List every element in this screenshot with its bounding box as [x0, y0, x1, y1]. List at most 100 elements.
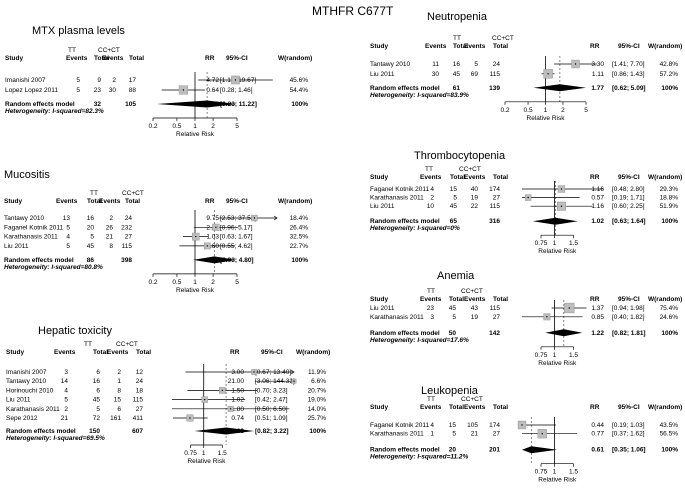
ci-arrow — [290, 369, 295, 375]
events-ccct: 22 — [471, 203, 479, 210]
study-weight: 26.4% — [290, 224, 309, 231]
study-point — [527, 196, 529, 199]
study-rr: 3.00 — [231, 369, 244, 376]
pooled-weight: 100% — [661, 218, 678, 225]
total-ccct: 27 — [493, 431, 501, 438]
pooled-ci: [0.82; 1.81] — [612, 330, 646, 337]
events-tt: 5 — [66, 243, 70, 250]
study-ci: [1.41; 7.70] — [612, 61, 645, 68]
col-header-study: Study — [370, 43, 388, 50]
pooled-diamond — [156, 100, 237, 108]
study-ci: [0.19; 1.71] — [612, 195, 645, 202]
total-tt: 23 — [94, 87, 102, 94]
study-weight: 18.4% — [290, 215, 309, 222]
study-name: Faganel Kotnik 2011 — [370, 186, 430, 193]
study-weight: 75.4% — [660, 305, 679, 312]
events-ccct: 8 — [109, 243, 113, 250]
study-name: Karathanasis 2011 — [6, 406, 60, 413]
total-ccct: 17 — [129, 77, 137, 84]
study-rr: 1.02 — [231, 397, 244, 404]
total-ccct: 115 — [490, 203, 501, 210]
x-tick-label: 1.5 — [569, 240, 578, 247]
study-rr: 1.50 — [231, 387, 244, 394]
col-header-total1: Total — [453, 43, 468, 50]
col-header-total2: Total — [493, 296, 508, 303]
study-weight: 29.3% — [660, 186, 679, 193]
total-tt: 45 — [453, 71, 461, 78]
col-header-total1: Total — [450, 174, 465, 181]
events-ccct: 21 — [106, 234, 114, 241]
events-ccct: 19 — [471, 195, 479, 202]
study-name: Liu 2011 — [4, 243, 29, 250]
study-name: Liu 2011 — [370, 305, 395, 312]
x-tick-label: 0.2 — [148, 279, 157, 286]
col-header-total2: Total — [129, 55, 144, 62]
events-tt: 4 — [430, 422, 434, 429]
panel-title: Mucositis — [4, 169, 50, 181]
study-weight: 25.7% — [308, 415, 327, 422]
study-ci: [0.50; 6.50] — [255, 406, 288, 413]
study-point — [215, 226, 217, 228]
events-tt: 2 — [430, 195, 434, 202]
study-rr: 21.00 — [228, 378, 245, 385]
events-ccct: 69 — [471, 71, 479, 78]
pooled-label: Random effects model — [4, 257, 74, 264]
events-ccct: 43 — [471, 305, 479, 312]
group2-label: CC+CT — [461, 288, 483, 295]
total-ccct: 174 — [489, 422, 500, 429]
events-ccct: 15 — [114, 397, 122, 404]
total-ccct: 12 — [136, 369, 144, 376]
study-weight: 20.7% — [308, 387, 327, 394]
pooled-weight: 100% — [661, 447, 678, 454]
study-point — [229, 408, 232, 410]
pooled-weight: 100% — [291, 101, 308, 108]
study-ci: [0.40; 1.82] — [612, 314, 645, 321]
col-header-study: Study — [370, 296, 388, 303]
study-point — [253, 371, 255, 373]
panel-title: MTX plasma levels — [32, 25, 125, 37]
study-weight: 11.9% — [308, 369, 326, 376]
total-tt: 20 — [87, 224, 95, 231]
pooled-ci: [0.35; 1.06] — [612, 447, 646, 454]
col-header-study: Study — [370, 404, 388, 411]
study-rr: 4.72 — [206, 77, 219, 84]
events-ccct: 2 — [117, 369, 121, 376]
pooled-total-tt: 50 — [449, 330, 457, 337]
x-tick-label: 0.5 — [172, 279, 181, 286]
total-tt: 15 — [449, 422, 457, 429]
events-tt: 4 — [430, 186, 434, 193]
study-ci: [0.60; 2.25] — [612, 203, 645, 210]
col-header-total1: Total — [449, 296, 464, 303]
total-ccct: 115 — [490, 71, 501, 78]
events-tt: 30 — [432, 71, 440, 78]
pooled-diamond — [194, 427, 254, 435]
events-ccct: 40 — [471, 186, 479, 193]
study-weight: 24.6% — [660, 314, 679, 321]
col-header-total2: Total — [136, 349, 151, 356]
group1-label: TT — [425, 166, 433, 173]
study-point — [560, 188, 563, 190]
events-tt: 10 — [427, 203, 435, 210]
x-axis-label: Relative Risk — [187, 458, 226, 465]
study-rr: 1.03 — [206, 234, 219, 241]
events-tt: 4 — [66, 234, 70, 241]
events-tt: 13 — [63, 215, 71, 222]
events-ccct: 19 — [471, 314, 479, 321]
pooled-label: Random effects model — [370, 447, 440, 454]
x-axis-label: Relative Risk — [538, 248, 577, 255]
total-tt: 5 — [452, 314, 456, 321]
x-tick-label: 0.75 — [535, 240, 548, 247]
col-header-ci: 95%-CI — [226, 55, 248, 62]
pooled-ci: [0.23; 11.22] — [220, 101, 257, 108]
pooled-label: Random effects model — [6, 428, 76, 435]
total-tt: 16 — [87, 215, 95, 222]
group1-label: TT — [84, 341, 92, 348]
study-name: Lopez Lopez 2011 — [5, 87, 58, 94]
study-weight: 32.5% — [290, 234, 309, 241]
col-header-ci: 95%-CI — [618, 43, 640, 50]
events-ccct: 30 — [109, 87, 117, 94]
study-name: Faganel Kotnik 2011 — [4, 224, 64, 231]
group1-label: TT — [90, 190, 98, 197]
x-tick-label: 1 — [544, 107, 548, 114]
study-ci: [0.70; 3.23] — [255, 387, 288, 394]
